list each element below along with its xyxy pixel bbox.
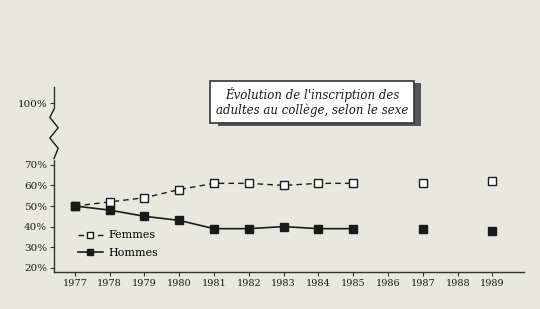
Legend: Femmes, Hommes: Femmes, Hommes — [73, 226, 163, 263]
Text: Évolution de l'inscription des
adultes au collège, selon le sexe: Évolution de l'inscription des adultes a… — [224, 89, 415, 120]
Bar — [44, 109, 61, 159]
Text: Évolution de l'inscription des
adultes au collège, selon le sexe: Évolution de l'inscription des adultes a… — [216, 87, 409, 117]
